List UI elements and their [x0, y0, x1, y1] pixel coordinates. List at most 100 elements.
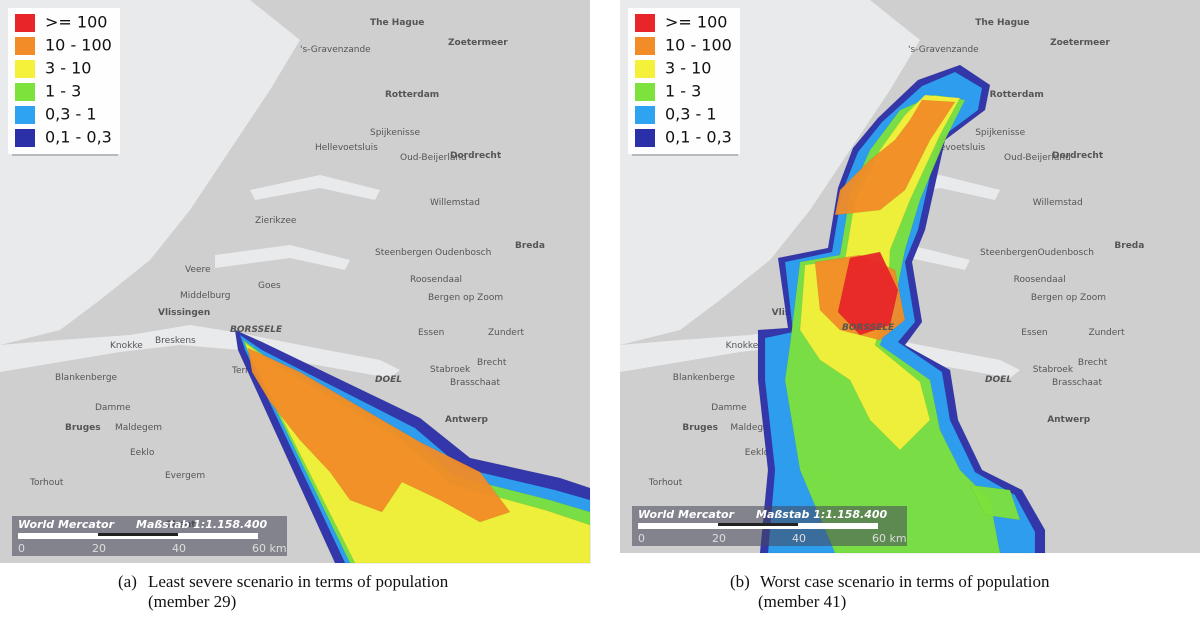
place-label: Evergem	[165, 471, 205, 481]
legend-swatch	[635, 14, 655, 32]
place-label: Oudenbosch	[435, 248, 491, 258]
caption-text: (member 29)	[148, 592, 236, 611]
place-label: Zierikzee	[255, 216, 297, 226]
place-label: Rotterdam	[385, 90, 439, 100]
legend-label: 0,3 - 1	[45, 105, 97, 124]
scale-tick: 60 km	[252, 542, 287, 555]
plume-area	[834, 99, 956, 216]
place-label: Roosendaal	[410, 275, 462, 285]
scale-bar	[718, 523, 798, 526]
place-label: Hellevoetsluis	[315, 143, 378, 153]
plant-label: DOEL	[375, 375, 402, 385]
place-label: Steenbergen	[375, 248, 433, 258]
map-panel: The Hague Zoetermeer 's-Gravenzande Rotterd…	[0, 0, 591, 564]
place-label: Willemstad	[1033, 198, 1083, 208]
place-label: Bruges	[682, 423, 718, 433]
legend-label: 0,1 - 0,3	[665, 128, 732, 147]
legend-swatch	[15, 37, 35, 55]
place-label: Brecht	[1078, 358, 1108, 368]
legend-label: >= 100	[665, 13, 727, 32]
caption-text: (member 41)	[758, 592, 846, 611]
place-label: Brasschaat	[450, 378, 500, 388]
place-label: Blankenberge	[673, 373, 736, 383]
place-label: Antwerp	[445, 415, 489, 425]
caption-text: Worst case scenario in terms of populati…	[760, 572, 1050, 591]
place-label: Zoetermeer	[448, 38, 508, 48]
place-label: Torhout	[648, 478, 683, 488]
place-label: Bergen op Zoom	[1031, 293, 1106, 303]
legend-swatch	[15, 60, 35, 78]
legend-label: 0,1 - 0,3	[45, 128, 112, 147]
scale-projection: World Mercator	[18, 518, 115, 531]
place-label: Middelburg	[180, 291, 230, 301]
scale-tick: 40	[172, 542, 186, 555]
legend-label: 10 - 100	[665, 36, 732, 55]
scale-tick: 60 km	[872, 532, 907, 545]
place-label: Oud-Beijerland	[400, 153, 467, 163]
legend-swatch	[635, 106, 655, 124]
place-label: Oudenbosch	[1038, 248, 1094, 258]
plant-label: BORSSELE	[230, 325, 283, 335]
place-label: Eeklo	[745, 448, 770, 458]
caption-label: (b)	[730, 572, 750, 591]
place-label: Eeklo	[130, 448, 155, 458]
legend-label: >= 100	[45, 13, 107, 32]
place-label: Rotterdam	[990, 90, 1044, 100]
place-label: Hellevoetsluis	[922, 143, 985, 153]
place-label: Dordrecht	[450, 151, 502, 161]
place-label: Oud-Beijerland	[1004, 153, 1071, 163]
caption-label: (a)	[118, 572, 137, 591]
plant-label: BORSSELE	[842, 323, 895, 333]
place-label: Zoetermeer	[1050, 38, 1110, 48]
scale-ratio: Maßstab 1:1.158.400	[136, 518, 268, 531]
place-label: Breda	[1114, 241, 1144, 251]
place-label: The Hague	[975, 18, 1029, 28]
place-label: Spijkenisse	[370, 128, 420, 138]
map-panel: The Hague Zoetermeer 's-Gravenzande Rotterd…	[620, 0, 1200, 554]
place-label: Zundert	[1088, 328, 1125, 338]
plume-area	[784, 94, 1001, 554]
place-label: Damme	[711, 403, 747, 413]
place-label: Torhout	[29, 478, 64, 488]
scale-tick: 0	[638, 532, 645, 545]
place-label: Stabroek	[430, 365, 471, 375]
place-label: Goes	[258, 281, 281, 291]
place-label: The Hague	[370, 18, 424, 28]
caption-text: Least severe scenario in terms of popula…	[148, 572, 449, 591]
place-label: Antwerp	[1047, 415, 1091, 425]
place-label: Maldegem	[730, 423, 777, 433]
legend-swatch	[15, 83, 35, 101]
place-label: Roosendaal	[1014, 275, 1066, 285]
plume-area	[969, 484, 1021, 521]
scale-tick: 40	[792, 532, 806, 545]
place-label: Knokke	[110, 341, 143, 351]
place-label: Breda	[515, 241, 545, 251]
scale-bar	[98, 533, 178, 536]
legend-swatch	[635, 37, 655, 55]
legend-label: 3 - 10	[45, 59, 91, 78]
place-label: Dordrecht	[1052, 151, 1104, 161]
legend-label: 10 - 100	[45, 36, 112, 55]
legend-label: 1 - 3	[45, 82, 81, 101]
place-label: 's-Gravenzande	[908, 45, 979, 55]
plume-area	[247, 347, 511, 523]
legend-label: 3 - 10	[665, 59, 711, 78]
place-label: Maldegem	[115, 423, 162, 433]
legend-label: 1 - 3	[665, 82, 701, 101]
place-label: Blankenberge	[55, 373, 118, 383]
place-label: Brecht	[477, 358, 507, 368]
place-label: Damme	[95, 403, 131, 413]
place-label: Essen	[1021, 328, 1047, 338]
place-label: Zundert	[488, 328, 525, 338]
place-label: Knokke	[726, 341, 759, 351]
legend-swatch	[635, 83, 655, 101]
place-label: Breskens	[155, 336, 196, 346]
place-label: Steenbergen	[980, 248, 1038, 258]
legend-swatch	[635, 129, 655, 147]
place-label: Willemstad	[430, 198, 480, 208]
place-label: 's-Gravenzande	[300, 45, 371, 55]
plant-label: DOEL	[985, 375, 1012, 385]
scale-ratio: Maßstab 1:1.158.400	[756, 508, 888, 521]
plume-area	[837, 251, 899, 336]
scale-tick: 20	[92, 542, 106, 555]
